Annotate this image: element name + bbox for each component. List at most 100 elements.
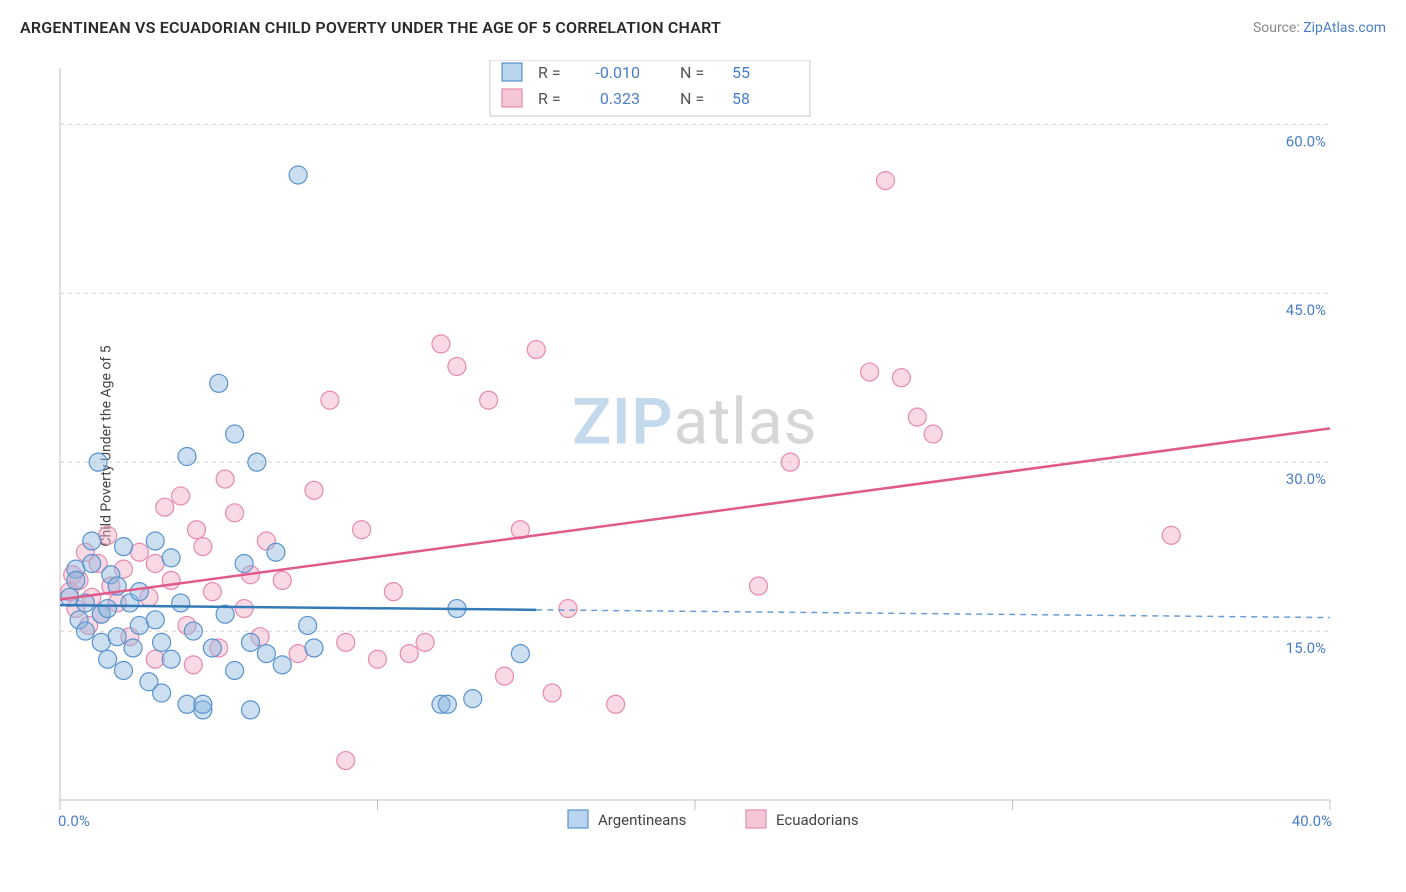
data-point: [273, 656, 291, 674]
data-point: [210, 374, 228, 392]
data-point: [877, 172, 895, 190]
scatter-plot: 15.0% 30.0% 45.0% 60.0% 0.0% 40.0% R = -0.010 N …: [50, 60, 1340, 830]
data-point: [178, 448, 196, 466]
data-point: [242, 701, 260, 719]
data-point: [527, 341, 545, 359]
legend-label: Ecuadorians: [776, 811, 859, 829]
trend-line-argentineans-extrapolated: [536, 610, 1330, 618]
data-point: [257, 645, 275, 663]
y-tick-label: 60.0%: [1286, 132, 1326, 150]
data-point: [235, 600, 253, 618]
data-point: [448, 357, 466, 375]
data-point: [511, 645, 529, 663]
data-point: [908, 408, 926, 426]
data-point: [480, 391, 498, 409]
stats-n-value: 58: [732, 89, 750, 108]
y-tick-label: 30.0%: [1286, 470, 1326, 488]
stats-n-value: 55: [732, 63, 750, 82]
data-point: [184, 622, 202, 640]
data-point: [267, 543, 285, 561]
data-point: [242, 633, 260, 651]
data-point: [162, 650, 180, 668]
data-point: [153, 684, 171, 702]
data-point: [124, 639, 142, 657]
data-point: [337, 633, 355, 651]
data-point: [194, 695, 212, 713]
trend-line-ecuadorians: [60, 428, 1330, 599]
stats-n-label: N =: [680, 89, 704, 108]
x-tick-label: 40.0%: [1292, 812, 1332, 830]
source-label: Source: ZipAtlas.com: [1253, 20, 1386, 36]
data-point: [384, 583, 402, 601]
chart-title: ARGENTINEAN VS ECUADORIAN CHILD POVERTY …: [20, 18, 721, 37]
data-point: [172, 594, 190, 612]
data-point: [67, 571, 85, 589]
data-point: [543, 684, 561, 702]
data-point: [289, 166, 307, 184]
stats-r-value: 0.323: [600, 89, 640, 108]
data-point: [1162, 526, 1180, 544]
data-point: [108, 628, 126, 646]
data-point: [416, 633, 434, 651]
data-point: [216, 470, 234, 488]
data-point: [464, 690, 482, 708]
data-point: [781, 453, 799, 471]
data-point: [203, 639, 221, 657]
stats-r-value: -0.010: [595, 63, 640, 82]
data-point: [194, 538, 212, 556]
stats-swatch: [502, 89, 522, 107]
data-point: [146, 611, 164, 629]
data-point: [156, 498, 174, 516]
data-point: [892, 369, 910, 387]
data-point: [188, 521, 206, 539]
data-point: [83, 555, 101, 573]
data-point: [83, 532, 101, 550]
data-point: [861, 363, 879, 381]
x-tick-label: 0.0%: [58, 812, 90, 830]
stats-n-label: N =: [680, 63, 704, 82]
stats-swatch: [502, 63, 522, 81]
data-point: [89, 453, 107, 471]
data-point: [226, 425, 244, 443]
data-point: [273, 571, 291, 589]
data-point: [130, 583, 148, 601]
data-point: [153, 633, 171, 651]
stats-r-label: R =: [538, 63, 561, 82]
data-point: [305, 639, 323, 657]
y-tick-label: 45.0%: [1286, 301, 1326, 319]
data-point: [924, 425, 942, 443]
data-point: [226, 661, 244, 679]
data-point: [607, 695, 625, 713]
data-point: [559, 600, 577, 618]
legend-label: Argentineans: [598, 811, 686, 829]
data-point: [99, 600, 117, 618]
data-point: [172, 487, 190, 505]
data-point: [248, 453, 266, 471]
legend-swatch: [746, 810, 766, 828]
data-point: [226, 504, 244, 522]
data-point: [115, 538, 133, 556]
data-point: [496, 667, 514, 685]
data-point: [432, 335, 450, 353]
data-point: [235, 555, 253, 573]
data-point: [438, 695, 456, 713]
data-point: [162, 571, 180, 589]
data-point: [184, 656, 202, 674]
data-point: [146, 532, 164, 550]
data-point: [115, 661, 133, 679]
y-tick-label: 15.0%: [1286, 639, 1326, 657]
data-point: [299, 616, 317, 634]
data-point: [353, 521, 371, 539]
legend-swatch: [568, 810, 588, 828]
data-point: [750, 577, 768, 595]
data-point: [76, 622, 94, 640]
source-link[interactable]: ZipAtlas.com: [1303, 20, 1386, 36]
data-point: [400, 645, 418, 663]
data-point: [203, 583, 221, 601]
data-point: [369, 650, 387, 668]
data-point: [337, 752, 355, 770]
data-point: [162, 549, 180, 567]
data-point: [99, 650, 117, 668]
data-point: [305, 481, 323, 499]
data-point: [321, 391, 339, 409]
